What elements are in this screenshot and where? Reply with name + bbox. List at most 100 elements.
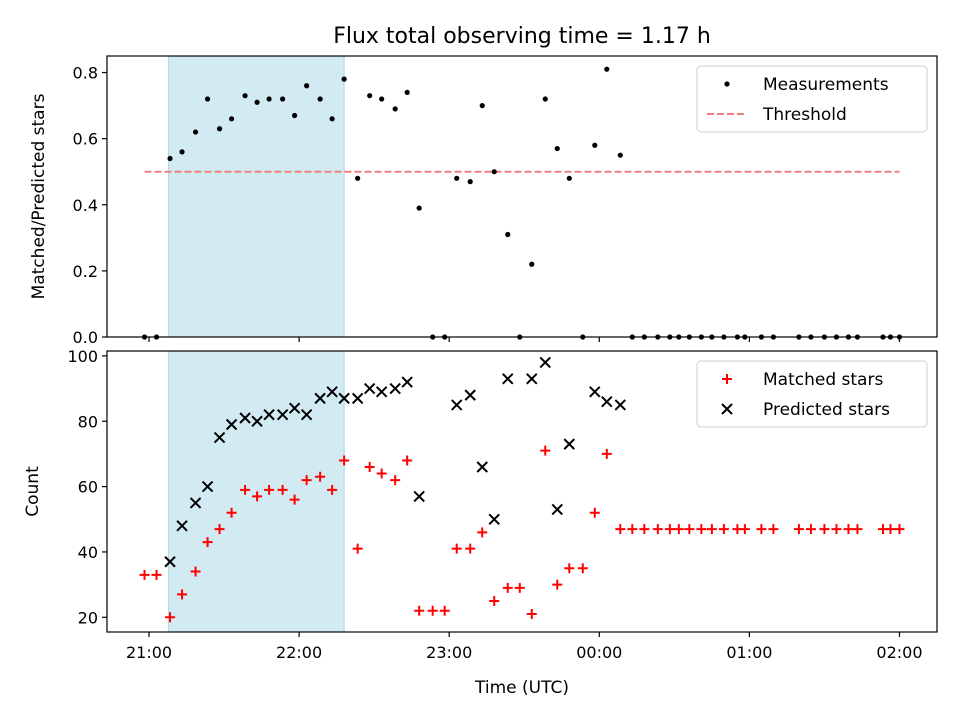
data-point — [402, 455, 413, 466]
data-point — [338, 392, 350, 405]
x-tick-label: 02:00 — [876, 643, 922, 662]
data-point — [277, 484, 288, 495]
data-point — [551, 503, 563, 516]
data-point — [526, 609, 537, 620]
data-point — [489, 595, 500, 606]
data-point — [167, 155, 173, 162]
x-tick-label: 22:00 — [276, 643, 322, 662]
axes-frame-1 — [106, 55, 938, 338]
data-point — [589, 507, 600, 518]
legend-marker — [722, 374, 732, 384]
data-point — [831, 524, 842, 535]
data-point — [242, 93, 248, 99]
data-point — [706, 524, 717, 535]
data-point — [276, 409, 289, 421]
legend-label: Matched stars — [763, 370, 883, 390]
data-point — [639, 524, 650, 535]
data-point — [329, 116, 335, 122]
data-point — [225, 418, 238, 431]
legend-marker — [721, 403, 733, 415]
y-tick-label: 0.8 — [73, 64, 98, 83]
plot-layer: 0.0 0.2 0.4 0.6 0.8 Matched/Predicted stars Me… — [23, 55, 938, 662]
x-tick-label: 23:00 — [426, 643, 472, 662]
data-point — [364, 461, 375, 472]
data-point — [341, 76, 347, 82]
legend-box — [696, 65, 928, 133]
data-point — [476, 461, 488, 473]
y-tick-label: 20 — [78, 608, 98, 627]
y-tick-label: 40 — [78, 543, 98, 562]
legend-label: Threshold — [762, 105, 847, 125]
data-point — [352, 543, 363, 554]
data-point — [339, 455, 350, 466]
data-point — [240, 484, 251, 495]
y-tick-label: 80 — [78, 412, 98, 431]
x-tick-label: 21:00 — [126, 643, 172, 662]
data-point — [314, 392, 326, 405]
y-tick-label: 100 — [67, 347, 98, 366]
data-point — [216, 126, 223, 132]
data-point — [454, 175, 460, 181]
legend-marker — [724, 81, 730, 87]
data-point — [554, 145, 560, 152]
data-point — [617, 152, 623, 158]
data-point — [427, 605, 438, 616]
data-point — [192, 129, 199, 135]
data-point — [292, 112, 298, 119]
data-point — [552, 579, 563, 590]
data-point — [228, 116, 235, 122]
axes-frame-2 — [106, 350, 938, 633]
data-point — [805, 524, 816, 535]
data-point — [684, 524, 695, 535]
data-point — [214, 524, 225, 535]
data-point — [189, 497, 202, 509]
y-tick-label: 60 — [78, 478, 98, 497]
data-point — [252, 491, 263, 502]
data-point — [390, 475, 401, 486]
data-point — [885, 524, 896, 535]
series-2-2 — [164, 356, 627, 568]
data-point — [819, 524, 830, 535]
data-point — [367, 93, 373, 99]
data-point — [793, 524, 804, 535]
data-point — [280, 96, 286, 102]
data-point — [375, 386, 388, 398]
data-point — [756, 524, 767, 535]
data-point — [389, 382, 401, 395]
data-point — [392, 106, 398, 112]
data-point — [404, 89, 410, 95]
panel-2: 20 40 60 80 100 21:00 22:00 23:00 00:00 01:00 02:0… — [23, 347, 938, 662]
y-tick-label: 0.6 — [73, 130, 98, 149]
data-point — [502, 373, 514, 385]
legend-1: Measurements Threshold — [696, 65, 928, 133]
data-point — [652, 524, 663, 535]
data-point — [176, 520, 188, 532]
data-point — [563, 438, 575, 450]
data-point — [604, 66, 610, 72]
data-point — [251, 415, 263, 427]
data-point — [529, 261, 535, 267]
data-point — [627, 524, 638, 535]
data-point — [843, 524, 854, 535]
data-point — [514, 582, 525, 593]
data-point — [165, 612, 176, 623]
data-point — [566, 175, 572, 181]
data-point — [564, 563, 575, 574]
data-point — [351, 392, 364, 405]
data-point — [263, 409, 275, 421]
data-point — [300, 409, 313, 421]
data-point — [164, 556, 176, 568]
series-2-1 — [139, 445, 905, 623]
data-point — [213, 431, 226, 444]
data-point — [289, 494, 300, 505]
legend-label: Predicted stars — [763, 400, 890, 420]
data-point — [852, 524, 863, 535]
data-point — [151, 569, 162, 580]
data-point — [664, 524, 675, 535]
data-point — [696, 524, 707, 535]
data-point — [451, 543, 462, 554]
data-point — [202, 537, 213, 548]
data-point — [413, 490, 425, 503]
data-point — [204, 96, 211, 102]
